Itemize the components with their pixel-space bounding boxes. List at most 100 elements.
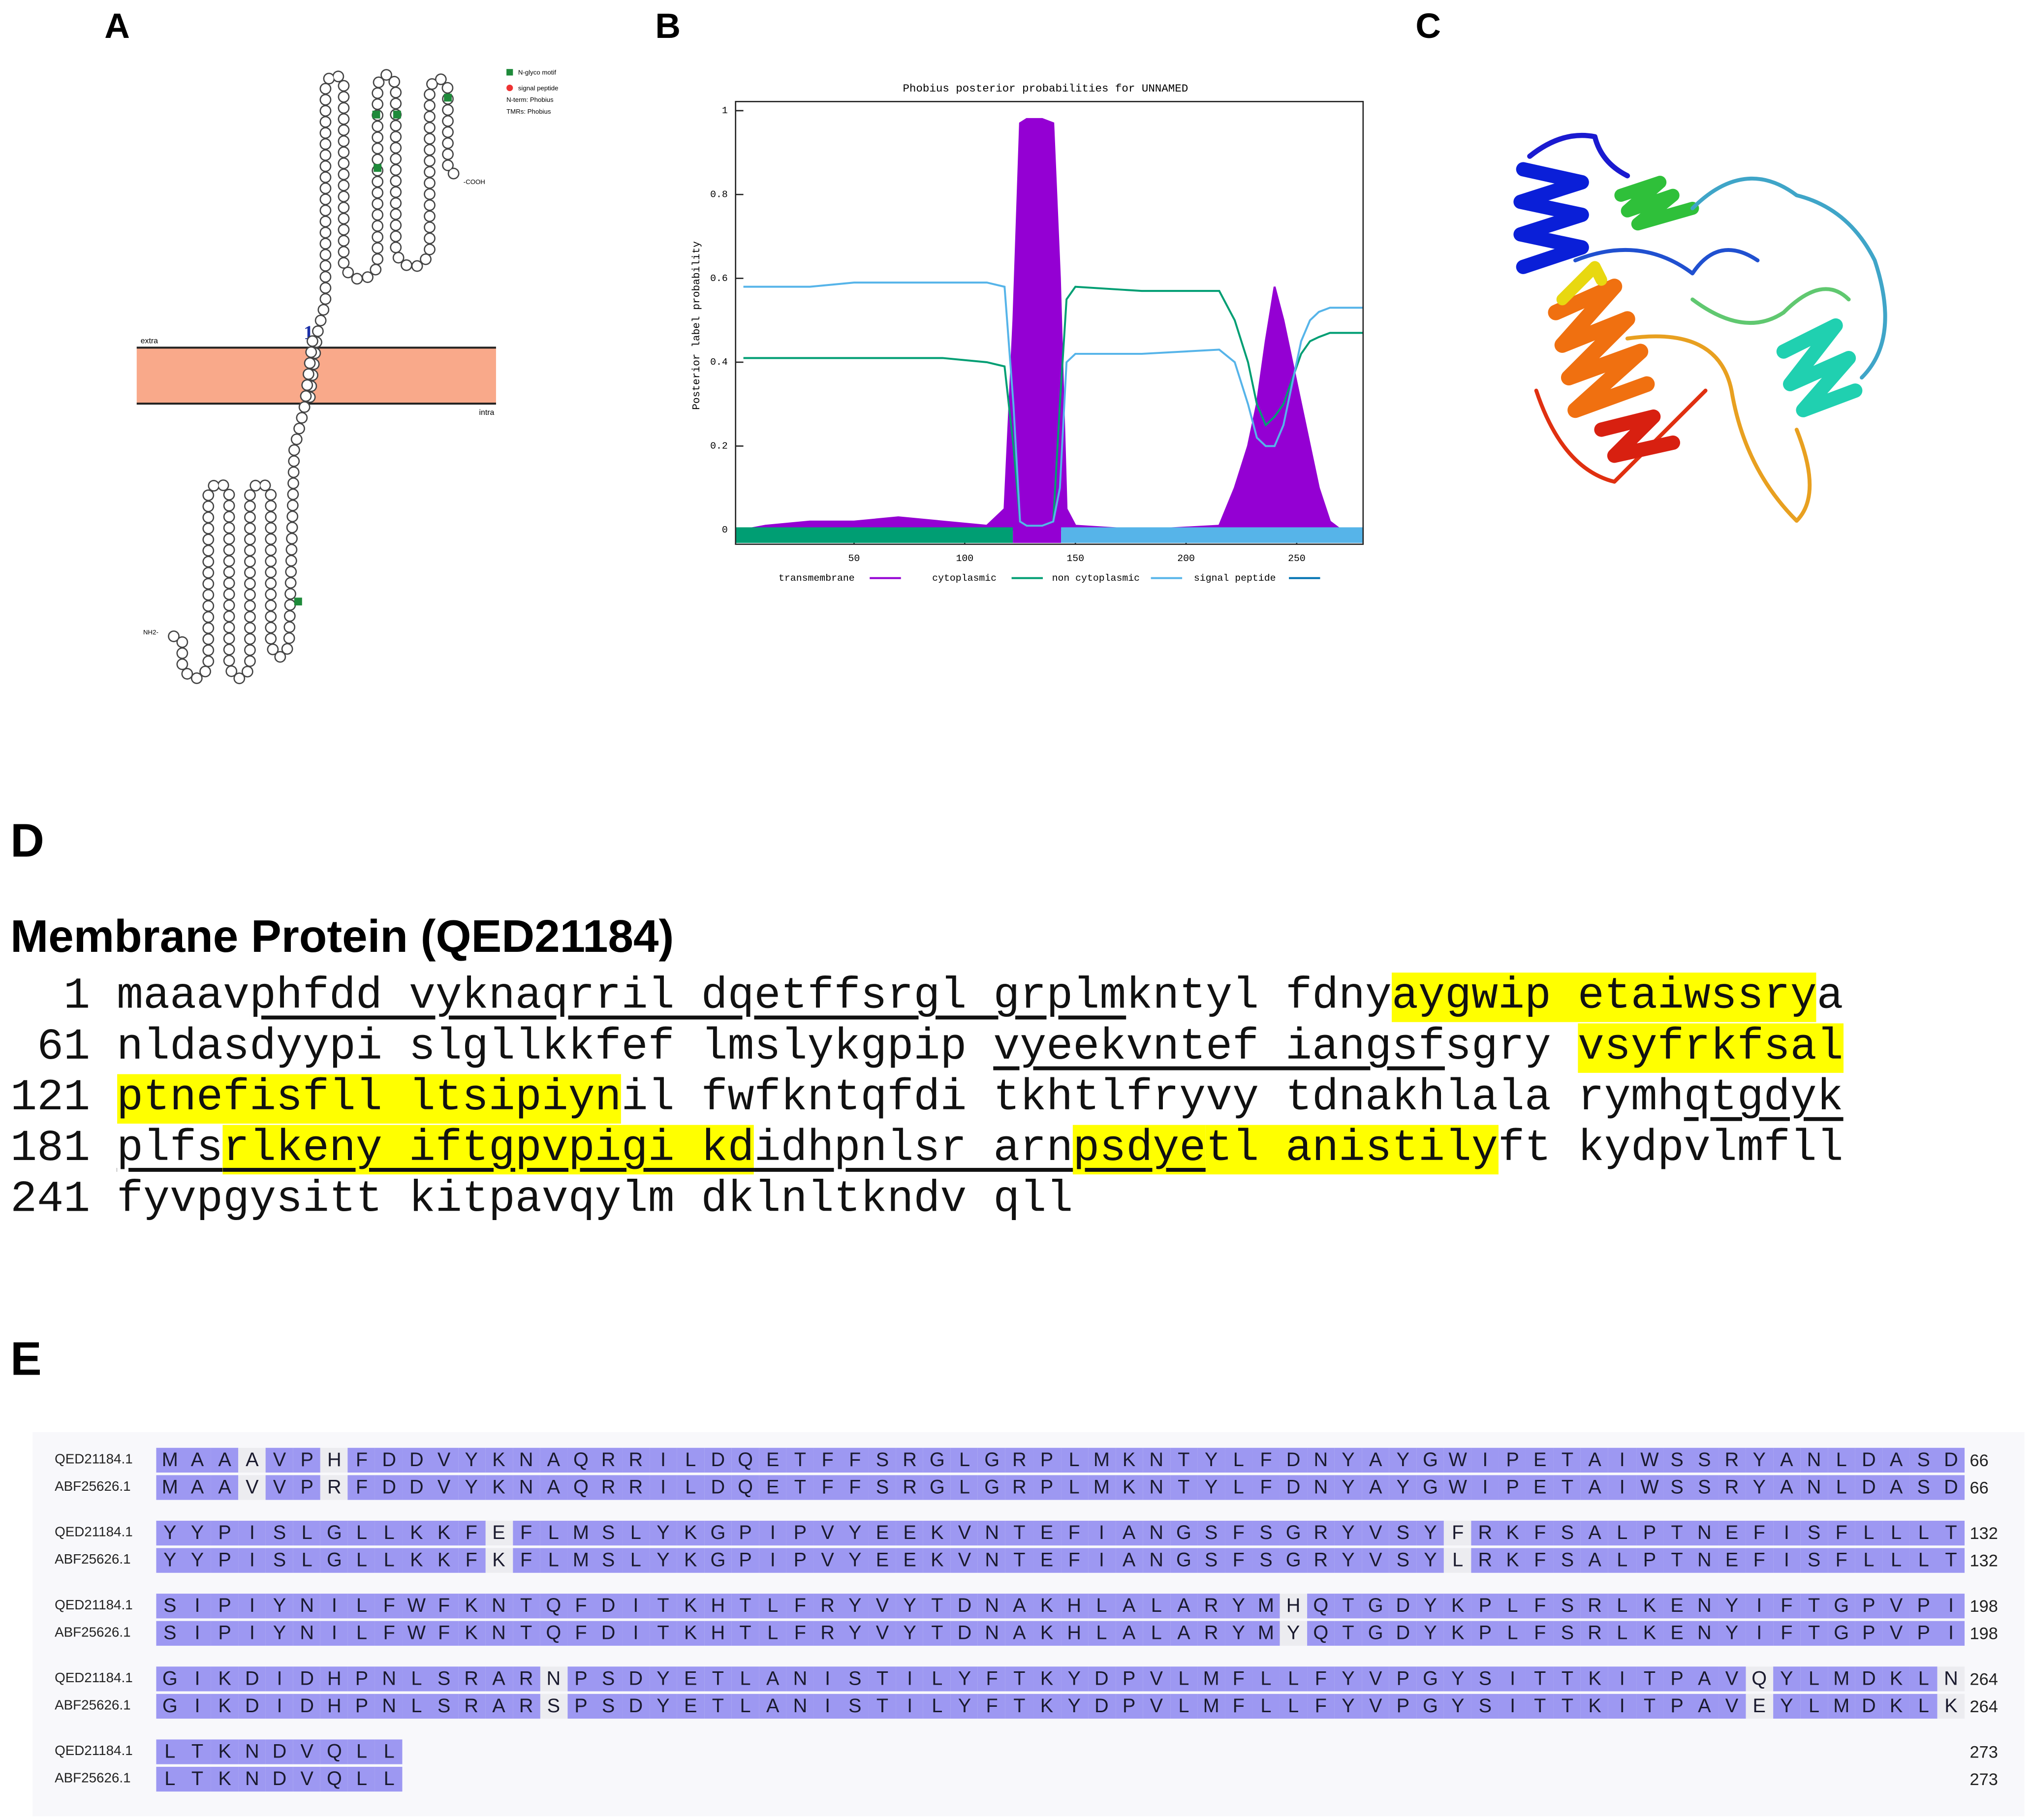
residue: L [1142,1621,1170,1646]
residue: F [567,1594,595,1619]
panel-label: E [10,1332,42,1385]
residue: V [1718,1666,1746,1692]
residue: P [1855,1594,1883,1619]
extra-label: extra [141,337,158,345]
residue: I [896,1694,924,1719]
residue: M [567,1548,595,1573]
residue: G [978,1447,1006,1473]
residue: H [704,1621,732,1646]
chart-title: Phobius posterior probabilities for UNNA… [903,82,1188,95]
residue: S [539,1694,567,1719]
residue: D [1389,1621,1417,1646]
residue: S [1909,1475,1937,1500]
legend-text: N-glyco motif [518,69,556,76]
residue: Y [457,1475,485,1500]
residue: K [677,1548,705,1573]
residue: F [457,1520,485,1546]
glyco-site [294,597,302,606]
residue: P [1909,1621,1937,1646]
residue: I [759,1520,787,1546]
residue: R [896,1475,924,1500]
glyco-site [393,110,401,119]
residue: A [1115,1594,1143,1619]
residue: Y [841,1520,869,1546]
residue: Y [1334,1447,1362,1473]
residue: L [1909,1548,1937,1573]
residue: V [266,1447,293,1473]
residue: Y [649,1694,677,1719]
residue: N [1937,1666,1965,1692]
coil [1690,287,1851,325]
helix [1614,176,1699,231]
residue: W [1444,1447,1472,1473]
sequence-segment: fyvpgysitt kitpavqylm dklnltkndv qll [117,1175,1073,1225]
residue: T [1005,1548,1033,1573]
residue: L [539,1548,567,1573]
residue: A [1170,1594,1198,1619]
residue: Q [320,1739,348,1764]
residue: I [184,1594,211,1619]
c-term: -COOH [464,178,485,186]
sequence-name: QED21184.1 [55,1524,133,1540]
residue: L [1280,1666,1307,1692]
residue: L [348,1739,375,1764]
x-tick-label: 50 [848,553,860,564]
residue: Y [266,1621,293,1646]
x-tick-label: 150 [1066,553,1084,564]
residue: G [1827,1621,1855,1646]
block-end: 264 [1969,1696,1998,1716]
area-line [743,118,1363,531]
residue: R [622,1447,650,1473]
residue: G [320,1548,348,1573]
residue: Y [457,1447,485,1473]
residue: V [1882,1594,1910,1619]
y-tick-label: 1 [722,105,728,116]
residue: Y [841,1621,869,1646]
residue: F [1773,1621,1801,1646]
legend-text: TMRs: Phobius [506,108,551,115]
residue: S [869,1447,896,1473]
residue: Q [539,1594,567,1619]
residue: R [1005,1447,1033,1473]
residue: Y [951,1694,978,1719]
block-end: 264 [1969,1669,1998,1689]
residue: F [1224,1694,1252,1719]
sequence-segment: sgry [1444,1023,1578,1073]
helix [1513,162,1589,274]
residue: L [1909,1520,1937,1546]
residue: T [1005,1694,1033,1719]
panel-label: C [1415,6,1441,46]
residue: G [1827,1594,1855,1619]
residue: D [1280,1475,1307,1500]
residue: A [539,1447,567,1473]
residue: D [238,1694,266,1719]
residue: L [1280,1694,1307,1719]
residue: I [320,1621,348,1646]
coil [1534,388,1708,484]
residue: A [539,1475,567,1500]
residue: D [1937,1475,1965,1500]
residue: T [869,1694,896,1719]
block-end: 132 [1969,1523,1998,1543]
residue: L [1499,1621,1527,1646]
residue: V [1142,1694,1170,1719]
gap [90,1176,117,1225]
residue: P [293,1447,321,1473]
sequence-segment: plfs [117,1125,223,1175]
residue: V [1362,1694,1390,1719]
residue: L [293,1548,321,1573]
topology-band [735,527,1013,543]
residue: N [238,1766,266,1792]
residue: F [375,1594,403,1619]
residue: Y [1444,1694,1472,1719]
residue: T [1937,1548,1965,1573]
residue: G [320,1520,348,1546]
residue: S [1690,1447,1719,1473]
residue: A [1581,1520,1609,1546]
coil [1527,132,1630,179]
sequence-line: 1 maaavphfdd vyknaqrril dqetffsrgl grplm… [10,973,1844,1023]
residue: S [266,1520,293,1546]
residue: R [594,1475,623,1500]
